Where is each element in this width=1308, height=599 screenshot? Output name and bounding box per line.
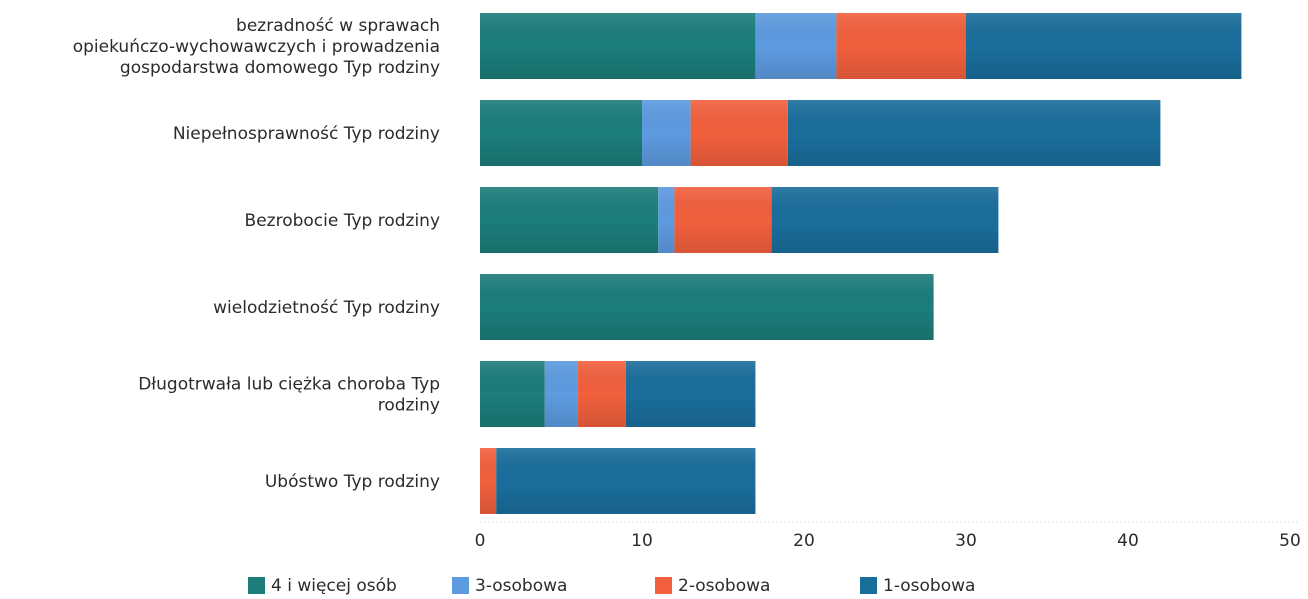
category-labels: bezradność w sprawach opiekuńczo-wychowaw… — [73, 16, 440, 492]
category-label-line: gospodarstwa domowego Typ rodziny — [120, 58, 440, 78]
legend-label-0: 4 i więcej osób — [271, 576, 397, 596]
bars-layer — [480, 13, 1242, 514]
x-tick-label-4: 40 — [1117, 531, 1139, 551]
category-label-line: Niepełnosprawność Typ rodziny — [173, 124, 440, 144]
category-label-5: Ubóstwo Typ rodziny — [265, 472, 440, 492]
legend-swatch-2 — [655, 577, 672, 594]
bar-shading-3 — [480, 274, 934, 340]
legend-label-3: 1-osobowa — [883, 576, 975, 596]
bar-shading-0 — [480, 13, 1242, 79]
category-label-4: Długotrwała lub ciężka choroba Typ rodzin… — [138, 375, 440, 416]
category-label-line: rodziny — [378, 396, 440, 416]
bar-shading-1 — [480, 100, 1161, 166]
x-axis-ticks: 0 10 20 30 40 50 — [475, 531, 1301, 551]
category-label-line: opiekuńczo-wychowawczych i prowadzenia — [73, 37, 440, 57]
legend-swatch-0 — [248, 577, 265, 594]
legend-swatch-1 — [452, 577, 469, 594]
category-label-3: wielodzietność Typ rodziny — [213, 298, 440, 318]
legend-label-1: 3-osobowa — [475, 576, 567, 596]
category-label-line: Ubóstwo Typ rodziny — [265, 472, 440, 492]
category-label-line: wielodzietność Typ rodziny — [213, 298, 440, 318]
category-label-line: Bezrobocie Typ rodziny — [245, 211, 440, 231]
legend: 4 i więcej osób 3-osobowa 2-osobowa 1-osobo… — [248, 576, 975, 596]
category-label-2: Bezrobocie Typ rodziny — [245, 211, 440, 231]
x-tick-label-5: 50 — [1279, 531, 1301, 551]
category-label-0: bezradność w sprawach opiekuńczo-wychowaw… — [73, 16, 440, 78]
x-tick-label-1: 10 — [631, 531, 653, 551]
legend-swatch-3 — [860, 577, 877, 594]
x-tick-label-0: 0 — [475, 531, 486, 551]
category-label-line: Długotrwała lub ciężka choroba Typ — [138, 375, 440, 395]
x-tick-label-3: 30 — [955, 531, 977, 551]
bar-shading-5 — [480, 448, 756, 514]
bar-shading-4 — [480, 361, 756, 427]
legend-label-2: 2-osobowa — [678, 576, 770, 596]
bar-shading-2 — [480, 187, 999, 253]
category-label-1: Niepełnosprawność Typ rodziny — [173, 124, 440, 144]
x-tick-label-2: 20 — [793, 531, 815, 551]
category-label-line: bezradność w sprawach — [236, 16, 440, 36]
